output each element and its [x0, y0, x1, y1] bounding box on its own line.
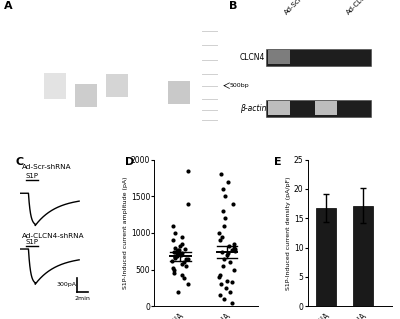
Bar [266, 100, 371, 117]
Point [174, 251, 180, 256]
Point [174, 249, 180, 254]
Bar [316, 208, 336, 306]
Point [226, 243, 232, 249]
Point [175, 248, 181, 253]
Point [179, 261, 185, 266]
Point [216, 274, 222, 279]
Point [225, 251, 231, 256]
Point [176, 252, 182, 257]
Point [223, 286, 229, 291]
Text: Ad-CLCN4-shRNA: Ad-CLCN4-shRNA [345, 0, 392, 15]
Text: S1P: S1P [26, 239, 39, 245]
Point [224, 252, 231, 257]
Point [183, 256, 189, 261]
Point [179, 234, 185, 239]
Text: CLCN4: CLCN4 [240, 53, 265, 62]
Text: 500bp: 500bp [229, 83, 249, 88]
Point [227, 289, 234, 294]
Point [231, 241, 238, 246]
Bar [44, 73, 66, 99]
Point [221, 296, 227, 301]
Text: β-actin: β-actin [240, 104, 266, 113]
Point [171, 271, 178, 276]
Text: B: B [229, 1, 237, 11]
Point [179, 250, 185, 255]
Bar [352, 206, 373, 306]
Text: Ad-Scr-shRNA: Ad-Scr-shRNA [283, 0, 321, 15]
Text: Ad-Scr-shRNA: Ad-Scr-shRNA [22, 164, 71, 170]
Text: A: A [4, 1, 12, 11]
Point [171, 249, 177, 255]
Point [185, 168, 191, 173]
Text: 300pA: 300pA [56, 282, 76, 287]
Point [222, 194, 228, 199]
Point [220, 208, 226, 213]
Point [229, 300, 236, 305]
Point [228, 248, 235, 253]
Point [176, 247, 183, 252]
Text: E: E [274, 157, 281, 167]
Point [183, 263, 190, 269]
Text: S1P: S1P [26, 173, 39, 179]
Y-axis label: S1P-Induced current density (pA/pF): S1P-Induced current density (pA/pF) [286, 176, 291, 290]
Point [217, 293, 224, 298]
Point [218, 282, 224, 287]
Point [172, 245, 178, 250]
Point [218, 249, 225, 255]
Bar [74, 84, 97, 107]
Point [220, 186, 227, 191]
Bar [268, 101, 290, 115]
Point [224, 278, 230, 283]
Bar [168, 81, 190, 104]
Point [219, 234, 225, 239]
Text: D: D [126, 157, 135, 167]
Point [217, 272, 223, 277]
Point [177, 243, 184, 249]
Point [227, 260, 233, 265]
Point [231, 267, 237, 272]
Bar [106, 74, 128, 97]
Point [230, 245, 237, 250]
Point [217, 238, 223, 243]
Point [218, 172, 224, 177]
Point [172, 230, 178, 235]
Point [221, 256, 227, 261]
Point [222, 216, 228, 221]
Point [230, 201, 236, 206]
Point [181, 276, 187, 281]
Point [185, 282, 191, 287]
Point [175, 289, 181, 294]
Point [180, 260, 187, 265]
Point [178, 252, 184, 257]
Point [182, 247, 188, 252]
Bar [268, 50, 290, 64]
Point [178, 241, 185, 246]
Point [221, 223, 227, 228]
Bar [315, 101, 337, 115]
Point [172, 255, 178, 260]
Point [220, 263, 226, 269]
Point [170, 223, 176, 228]
Point [231, 247, 238, 252]
Point [169, 238, 176, 243]
Point [184, 201, 191, 206]
Point [179, 272, 185, 277]
Point [232, 249, 238, 254]
Text: C: C [16, 157, 24, 167]
Point [172, 254, 178, 259]
Point [174, 253, 180, 258]
Point [185, 257, 191, 262]
Text: Ad-CLCN4-shRNA: Ad-CLCN4-shRNA [22, 233, 84, 239]
Point [172, 255, 178, 260]
Point [225, 179, 231, 184]
Point [216, 230, 223, 235]
Point [171, 267, 178, 272]
Bar [266, 48, 371, 66]
Point [170, 265, 176, 271]
Text: 2min: 2min [74, 296, 90, 301]
Point [169, 258, 175, 263]
Y-axis label: S1P-Induced current amplitude (pA): S1P-Induced current amplitude (pA) [123, 177, 128, 289]
Point [229, 279, 236, 285]
